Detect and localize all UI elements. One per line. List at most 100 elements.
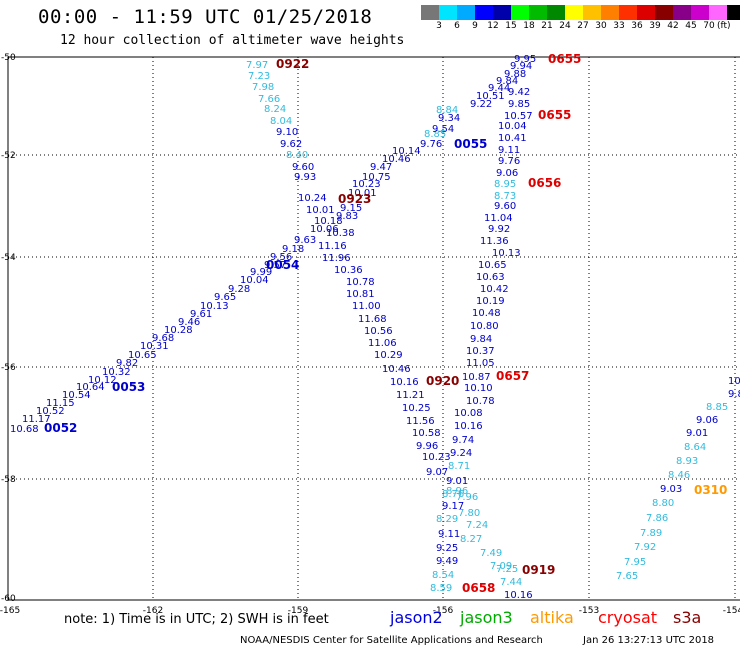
colorbar-label: 24 [559,21,571,31]
x-tick-label: -153 [579,606,599,616]
y-tick-label: -58 [1,475,16,485]
x-tick-label: -162 [143,606,163,616]
wave-height-reading: 9.56 [270,252,292,263]
colorbar-swatch [439,5,457,20]
wave-height-reading: 7.96 [456,492,478,503]
y-tick-label: -56 [1,363,16,373]
wave-height-reading: 8.71 [448,461,470,472]
wave-height-reading: 8.54 [432,570,454,581]
colorbar [421,5,740,20]
wave-height-reading: 10.78 [346,277,375,288]
wave-height-reading: 10.32 [102,367,131,378]
wave-height-reading: 10.75 [362,172,391,183]
wave-height-reading: 10.37 [466,346,495,357]
wave-height-reading: 9.61 [190,309,212,320]
wave-height-reading: 10.29 [374,350,403,361]
colorbar-label: 27 [577,21,589,31]
wave-height-reading: 11.06 [368,338,397,349]
colorbar-swatch [691,5,709,20]
wave-height-reading: 10.38 [326,228,355,239]
wave-height-reading: 10.08 [454,408,483,419]
wave-height-reading: 10.65 [128,350,157,361]
wave-height-reading: 9.76 [420,139,442,150]
wave-height-reading: 8.93 [676,456,698,467]
wave-height-reading: 7.66 [258,94,280,105]
wave-height-reading: 11.21 [396,390,425,401]
wave-height-reading: 10.68 [10,424,39,435]
wave-height-reading: 9.83 [336,211,358,222]
footer-note: note: 1) Time is in UTC; 2) SWH is in fe… [64,612,329,627]
wave-height-reading: 10.16 [454,421,483,432]
wave-height-reading: 7.89 [640,528,662,539]
colorbar-swatch [421,5,439,20]
colorbar-swatch [601,5,619,20]
pass-time-label: 0053 [112,380,145,394]
wave-height-reading: 7.98 [252,82,274,93]
colorbar-swatch [583,5,601,20]
wave-height-reading: 10.65 [478,260,507,271]
wave-height-reading: 10.58 [412,428,441,439]
colorbar-labels: 3 6 9 12 15 18 21 24 27 30 33 36 39 42 45 70 [421,21,740,33]
legend-jason2: jason2 [390,608,443,627]
wave-height-reading: 10.16 [504,590,533,601]
colorbar-label: 33 [613,21,625,31]
wave-height-reading: 10.14 [392,146,421,157]
wave-height-reading: 9.25 [436,543,458,554]
wave-height-reading: 9.34 [438,113,460,124]
wave-height-reading: 11.96 [322,253,351,264]
wave-height-reading: 7.44 [500,577,522,588]
legend-altika: altika [530,608,574,627]
wave-height-reading: 9.06 [696,415,718,426]
y-tick-label: -60 [1,594,16,604]
page-subtitle: 12 hour collection of altimeter wave hei… [60,33,405,48]
wave-height-reading: 9.44 [488,83,510,94]
wave-height-reading: 8.27 [460,534,482,545]
wave-height-reading: 10.56 [364,326,393,337]
colorbar-label: 30 [595,21,607,31]
credit-line: NOAA/NESDIS Center for Satellite Applica… [240,635,543,646]
wave-height-reading: 10.12 [88,375,117,386]
wave-height-reading: 10.25 [402,403,431,414]
wave-height-reading: 10.04 [498,121,527,132]
colorbar-label: 6 [454,21,460,31]
wave-height-reading: 10.54 [62,390,91,401]
wave-height-reading: 10.28 [164,325,193,336]
wave-height-reading: 8.59 [430,583,452,594]
wave-height-reading: 10.13 [492,248,521,259]
wave-height-reading: 9.57 [264,260,286,271]
wave-height-reading: 9.06 [496,168,518,179]
wave-height-reading: 9.17 [442,501,464,512]
wave-height-reading: 10.48 [472,308,501,319]
wave-height-reading: 9.68 [152,333,174,344]
wave-height-reading: 8.24 [264,104,286,115]
wave-height-reading: 8.85 [424,129,446,140]
wave-height-reading: 8.95 [494,179,516,190]
wave-height-reading: 10.42 [480,284,509,295]
wave-height-reading: 11.36 [480,236,509,247]
wave-height-reading: 9.84 [470,334,492,345]
wave-height-reading: 11.16 [318,241,347,252]
wave-height-reading: 9.15 [340,203,362,214]
wave-height-reading: 9.96 [416,441,438,452]
legend-cryosat: cryosat [598,608,658,627]
wave-height-reading: 7.95 [624,557,646,568]
page-title: 00:00 - 11:59 UTC 01/25/2018 [38,6,373,28]
colorbar-label: 45 [685,21,697,31]
wave-height-reading: 11.56 [406,416,435,427]
wave-height-reading: 9.11 [438,529,460,540]
wave-height-reading: 7.97 [246,60,268,71]
wave-height-reading: 9.01 [686,428,708,439]
wave-height-reading: 9.65 [214,292,236,303]
y-tick-label: -50 [1,53,16,63]
wave-height-reading: 9.85 [508,99,530,110]
wave-height-reading: 8.40 [286,150,308,161]
wave-height-reading: 10.46 [382,154,411,165]
wave-height-reading: 9.99 [250,267,272,278]
wave-height-reading: 8.85 [706,402,728,413]
colorbar-swatch [493,5,511,20]
colorbar-label: 70 [703,21,715,31]
x-tick-label: -156 [433,606,454,616]
wave-height-reading: 9.11 [498,145,520,156]
colorbar-label: 3 [436,21,442,31]
